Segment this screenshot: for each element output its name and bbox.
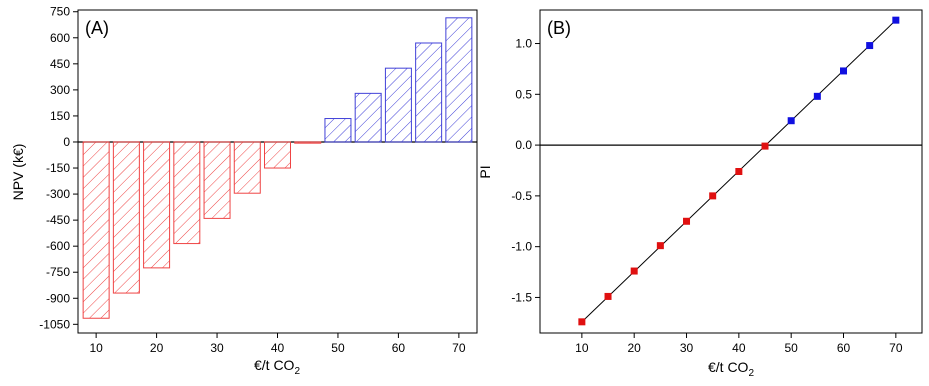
panel-a-x-axis-title-main: €/t CO: [254, 357, 295, 373]
panel-a-y-tick-label: 0: [63, 135, 70, 149]
panel-b-y-tick-label: 0.0: [515, 138, 532, 152]
bar-45: [294, 141, 322, 144]
panel-a-y-tick-label: -750: [46, 265, 70, 279]
panel-b-y-axis-title: PI: [477, 165, 493, 178]
bar-50: [324, 118, 352, 143]
panel-b-plot-frame: [539, 9, 923, 334]
point-40: [735, 168, 743, 175]
point-65: [866, 42, 874, 50]
panel-a-x-tick-label: 20: [150, 341, 164, 355]
bar-10: [82, 141, 110, 319]
panel-a-x-ticks: 10 20 30 40 50 60 70: [89, 333, 466, 355]
panel-b-x-tick-label: 20: [628, 341, 642, 355]
point-45: [761, 142, 769, 150]
panel-a-y-tick-label: -300: [46, 187, 70, 201]
panel-b-x-axis-title-main: €/t CO: [708, 359, 749, 375]
panel-a-x-tick-label: 60: [392, 341, 406, 355]
panel-b-y-tick-label: -1.5: [511, 290, 532, 304]
point-60: [840, 67, 848, 75]
point-70: [892, 16, 900, 24]
bar-35: [233, 141, 261, 194]
panel-a-y-tick-label: -600: [46, 239, 70, 253]
panel-b-y-tick-label: -0.5: [511, 189, 532, 203]
bar-30: [203, 141, 231, 219]
bar-70: [445, 17, 473, 143]
panel-b-x-ticks: 10 20 30 40 50 60 70: [575, 333, 903, 355]
point-20: [630, 267, 638, 275]
panel-a-npv-bar-chart: -1050 -900 -750 -600 -450 -300 -150 0 150 300 450 6…: [10, 5, 478, 377]
panel-a-y-tick-label: 600: [50, 31, 70, 45]
bar-40: [264, 141, 291, 169]
panel-b-y-tick-label: -1.0: [511, 240, 532, 254]
point-55: [813, 92, 821, 100]
panel-b-x-tick-label: 40: [732, 341, 746, 355]
panel-a-y-tick-label: -900: [46, 291, 70, 305]
panel-a-x-axis-title-sub: 2: [294, 366, 300, 377]
panel-a-y-tick-label: 750: [50, 5, 70, 19]
panel-b-y-tick-label: 0.5: [515, 87, 532, 101]
panel-b-x-tick-label: 50: [784, 341, 798, 355]
panel-a-y-ticks: -1050 -900 -750 -600 -450 -300 -150 0 150 300 450 6…: [39, 5, 78, 331]
panel-a-y-axis-title: NPV (k€): [10, 144, 26, 201]
point-50: [787, 117, 795, 125]
panel-b-y-ticks: -1.5 -1.0 -0.5 0.0 0.5 1.0: [511, 37, 540, 304]
panel-b-label: (B): [547, 18, 571, 38]
bar-65: [415, 42, 443, 143]
panel-a-x-tick-label: 40: [271, 341, 285, 355]
panel-a-y-tick-label: 450: [50, 57, 70, 71]
point-30: [683, 217, 691, 225]
bar-20: [143, 141, 171, 269]
panel-b-y-tick-label: 1.0: [515, 37, 532, 51]
point-35: [709, 192, 717, 200]
panel-b-x-axis-title-sub: 2: [748, 368, 754, 379]
bar-60: [384, 67, 412, 143]
panel-a-label: (A): [85, 18, 109, 38]
panel-a-y-tick-label: 300: [50, 83, 70, 97]
panel-a-y-tick-label: -150: [46, 161, 70, 175]
point-10: [578, 318, 586, 326]
panel-a-x-tick-label: 70: [452, 341, 466, 355]
panel-a-x-tick-label: 30: [210, 341, 224, 355]
bar-25: [173, 141, 201, 245]
panel-b-x-tick-label: 60: [837, 341, 851, 355]
point-25: [656, 242, 664, 250]
panel-a-y-tick-label: -450: [46, 213, 70, 227]
panel-b-pi-scatter-chart: -1.5 -1.0 -0.5 0.0 0.5 1.0 10 20 30 40 50 60 70 (B)…: [477, 9, 923, 379]
panel-a-y-tick-label: 150: [50, 109, 70, 123]
panel-a-x-axis-title: €/t CO2: [254, 357, 300, 377]
panel-a-x-tick-label: 50: [331, 341, 345, 355]
bar-15: [112, 141, 140, 294]
panel-b-x-axis-title: €/t CO2: [708, 359, 754, 379]
bar-55: [354, 92, 382, 143]
panel-a-x-tick-label: 10: [89, 341, 103, 355]
panel-b-x-tick-label: 30: [680, 341, 694, 355]
panel-b-x-tick-label: 70: [889, 341, 903, 355]
panel-b-x-tick-label: 10: [575, 341, 589, 355]
point-15: [604, 292, 612, 300]
panel-a-bars: [82, 17, 473, 319]
panel-a-y-tick-label: -1050: [39, 317, 70, 331]
panel-b-points: [578, 16, 900, 326]
